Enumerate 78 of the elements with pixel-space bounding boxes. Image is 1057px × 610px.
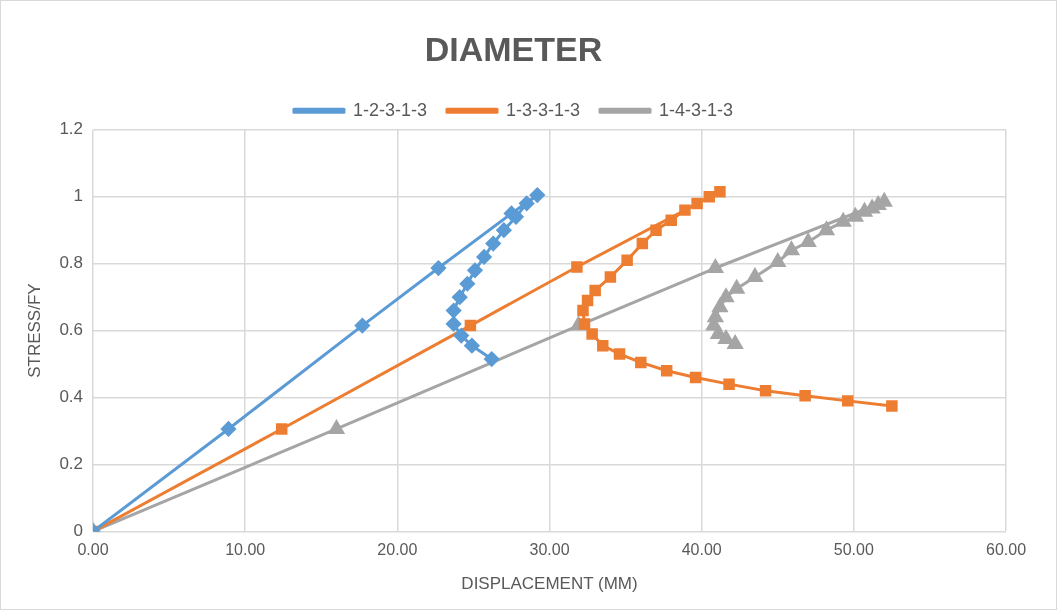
point: [886, 400, 898, 412]
point: [842, 395, 854, 407]
point: [604, 271, 617, 283]
point: [529, 187, 545, 203]
point: [464, 338, 480, 354]
point: [476, 249, 492, 265]
point: [799, 390, 811, 402]
y-tick-label: 0: [73, 521, 84, 541]
x-axis-title: DISPLACEMENT (MM): [461, 574, 638, 594]
point: [650, 224, 662, 236]
point: [835, 213, 851, 227]
point: [452, 289, 468, 305]
point: [759, 385, 772, 397]
legend-label: 1-2-3-1-3: [352, 99, 427, 120]
x-tick-label: 10.00: [225, 541, 266, 559]
point: [689, 371, 702, 384]
point: [496, 222, 512, 238]
point: [581, 294, 594, 307]
point: [718, 288, 734, 303]
point: [635, 356, 647, 369]
point: [467, 262, 483, 278]
y-tick-label: 0.8: [59, 253, 84, 273]
point: [446, 316, 462, 332]
y-tick-label: 1: [73, 186, 84, 206]
point: [729, 280, 745, 294]
x-tick-label: 60.00: [985, 541, 1027, 559]
point: [707, 259, 723, 274]
point: [660, 365, 673, 377]
point: [519, 195, 535, 211]
point: [586, 328, 598, 340]
point: [328, 420, 345, 434]
point: [446, 303, 462, 319]
point: [679, 204, 691, 216]
point: [818, 221, 835, 236]
point: [710, 325, 726, 339]
point: [613, 348, 626, 360]
x-tick-label: 20.00: [377, 541, 418, 559]
point: [275, 423, 288, 435]
point: [714, 185, 726, 198]
y-tick-label: 1.2: [59, 119, 84, 139]
point: [571, 261, 583, 273]
x-tick-label: 50.00: [833, 541, 874, 559]
point: [665, 214, 677, 226]
legend-label: 1-3-3-1-3: [505, 99, 581, 120]
point: [636, 237, 649, 250]
point: [747, 268, 763, 283]
point: [727, 335, 743, 349]
point: [484, 351, 500, 367]
x-tick-label: 40.00: [681, 541, 722, 559]
point: [577, 304, 589, 317]
point: [712, 298, 728, 313]
point: [464, 319, 477, 332]
point: [589, 284, 601, 297]
y-axis-title: STRESS/FY: [24, 283, 44, 378]
point: [453, 328, 469, 344]
point: [597, 339, 609, 352]
y-tick-label: 0.2: [59, 454, 84, 474]
point: [354, 318, 370, 334]
x-tick-label: 30.00: [529, 541, 570, 559]
point: [459, 276, 475, 292]
point: [703, 190, 716, 203]
point: [485, 236, 501, 252]
y-tick-label: 0.4: [59, 387, 84, 407]
point: [718, 330, 734, 344]
point: [691, 197, 703, 210]
point: [220, 421, 236, 437]
y-tick-label: 0.6: [59, 320, 84, 340]
legend-label: 1-4-3-1-3: [659, 99, 734, 120]
point: [770, 253, 786, 267]
x-tick-label: 0.00: [77, 541, 109, 559]
point: [783, 241, 800, 256]
point: [578, 318, 591, 330]
point: [621, 254, 633, 267]
chart-title: DIAMETER: [424, 29, 603, 68]
point: [847, 208, 863, 222]
point: [723, 378, 735, 390]
point: [800, 233, 816, 247]
point: [430, 260, 446, 276]
